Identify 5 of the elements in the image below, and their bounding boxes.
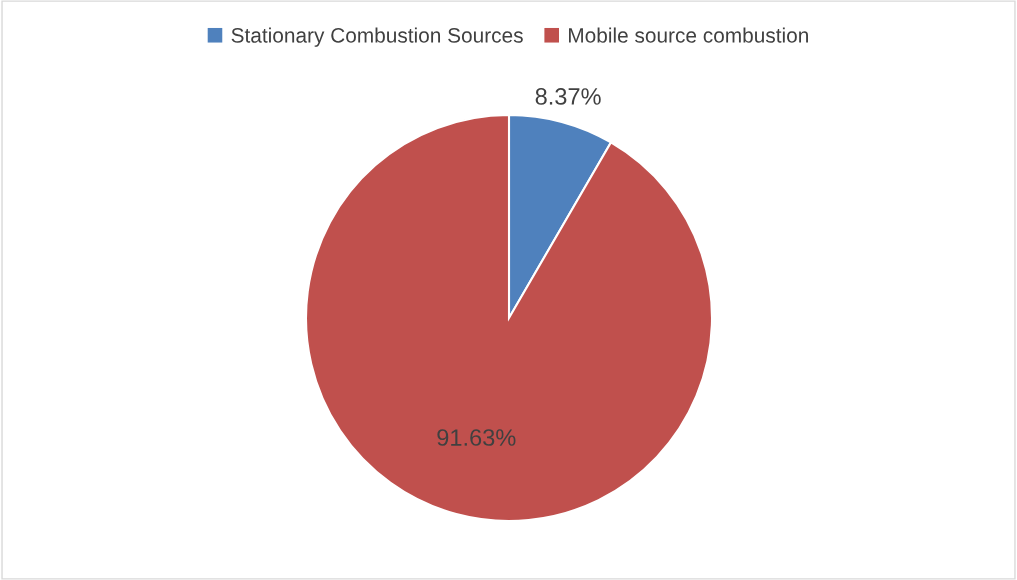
legend-label: Mobile source combustion	[569, 27, 808, 43]
legend-label: Stationary Combustion Sources	[231, 27, 523, 47]
data-label: 8.37%	[535, 88, 601, 105]
data-label: 91.63%	[437, 429, 516, 446]
pie-slice	[304, 113, 714, 523]
